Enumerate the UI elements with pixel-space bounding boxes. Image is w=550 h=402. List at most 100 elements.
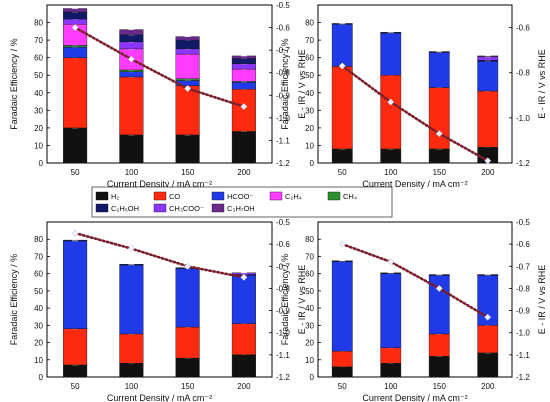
x-tick-label: 50 [71, 168, 80, 177]
potential-line [73, 231, 246, 279]
x-tick-label: 150 [433, 168, 447, 177]
x-tick-label: 200 [237, 168, 251, 177]
plot-frame [46, 221, 273, 378]
chart-panel-1: 0 10 20 30 40 50 60 70 80 -0.5 -0.6 -0.7 -0.8 -0.9 -1.… [9, 1, 307, 189]
legend-label-H2: H₂ [111, 192, 119, 201]
chart-panel-3: 0 10 20 30 40 50 60 70 80 -0.5 -0.6 -0.7 -0.8 -0.9 -1.… [9, 218, 307, 402]
legend-swatch-CH3COO- [153, 203, 167, 213]
bar-CO-100 [119, 76, 144, 136]
x-tick-label: 50 [338, 382, 347, 391]
x-tick-label: 150 [433, 382, 447, 391]
bar-C3H7OH-50 [63, 8, 88, 13]
bar-H2-200 [231, 131, 256, 164]
y-tick-label: 80 [305, 19, 314, 28]
y2-tick-label: -1.0 [516, 114, 530, 123]
y-tick-label: 40 [305, 89, 314, 98]
legend-box [91, 186, 393, 218]
y-tick-label: 30 [34, 321, 43, 330]
x-axis-label: Current Density / mA cm⁻² [107, 179, 212, 189]
y2-tick-label: -0.9 [276, 307, 290, 316]
x-tick-label: 150 [181, 168, 195, 177]
x-tick-label: 200 [237, 382, 251, 391]
y2-tick-label: -0.5 [276, 218, 290, 227]
potential-marker-200 [240, 103, 248, 111]
potential-marker-50 [71, 229, 79, 237]
bar-CO-100 [380, 347, 402, 364]
potential-marker-150 [184, 84, 192, 93]
y-tick-label: 70 [34, 252, 43, 261]
y-tick-label: 10 [34, 356, 43, 365]
x-axis-label: Current Density / mA cm⁻² [362, 179, 467, 189]
legend-label-C2H4: C₂H₄ [285, 192, 302, 201]
y-tick-label: 80 [34, 235, 43, 244]
plot-frame [317, 4, 513, 164]
legend-label-HCOO-: HCOO⁻ [227, 192, 254, 201]
y2-tick-label: -1.1 [276, 351, 290, 360]
legend-swatch-H2 [95, 191, 109, 201]
y2-tick-label: -0.9 [276, 91, 290, 100]
bar-H2-100 [380, 363, 402, 378]
bar-HCOO--200 [231, 275, 256, 324]
legend-label-C2H5OH: C₂H₅OH [111, 204, 139, 213]
bar-C3H7OH-150 [175, 36, 200, 41]
legend-swatch-C2H5OH [95, 203, 109, 213]
y2-tick-label: -1.2 [516, 159, 530, 168]
bar-CO-50 [331, 66, 353, 150]
bar-HCOO--100 [380, 32, 402, 76]
bar-HCOO--100 [380, 273, 402, 348]
y2-tick-label: -0.8 [516, 69, 530, 78]
y-tick-label: 20 [305, 124, 314, 133]
y2-tick-label: -0.8 [276, 284, 290, 293]
bar-H2-50 [63, 364, 88, 378]
bar-CO-200 [477, 325, 499, 354]
bar-C3H7OH-100 [119, 29, 144, 36]
bar-HCOO--100 [119, 264, 144, 335]
y-tick-label: 50 [305, 287, 314, 296]
y-axis-label: Faradaic Efficiency / % [280, 254, 290, 345]
bar-CO-200 [477, 90, 499, 148]
y2-tick-label: -1.2 [516, 373, 530, 382]
product-legend: H₂ CO HCOO⁻ C₂H₄ CH₄ C₂H₅OH CH₃COO⁻ C₃H₇OH [91, 186, 393, 218]
bar-CO-150 [175, 326, 200, 359]
potential-marker-200 [484, 313, 492, 321]
legend-label-CH4: CH₄ [343, 192, 357, 201]
bar-CO-50 [63, 57, 88, 129]
bar-CO-50 [63, 328, 88, 366]
legend-swatch-CO [153, 191, 167, 201]
y-axis-label: Faradaic Efficiency / % [9, 254, 19, 345]
y-tick-label: 30 [305, 321, 314, 330]
y2-tick-label: -1.2 [276, 373, 290, 382]
potential-marker-100 [127, 55, 135, 63]
plot-frame [317, 221, 513, 378]
legend-label-C3H7OH: C₃H₇OH [227, 204, 255, 213]
bar-H2-50 [63, 127, 88, 164]
y2-tick-label: -0.5 [516, 218, 530, 227]
bar-CH3COO--200 [231, 63, 256, 70]
y2-tick-label: -1.2 [276, 159, 290, 168]
bar-CO-100 [119, 333, 144, 364]
y-tick-label: 80 [305, 235, 314, 244]
bar-H2-100 [380, 148, 402, 164]
legend-label-CH3COO-: CH₃COO⁻ [169, 204, 204, 213]
bar-HCOO--50 [331, 261, 353, 352]
y-tick-label: 60 [305, 54, 314, 63]
potential-marker-150 [435, 284, 443, 292]
y2-tick-label: -0.8 [276, 69, 290, 78]
y-axis-label: Faradaic Efficiency / % [280, 38, 290, 129]
bar-H2-50 [331, 148, 353, 164]
bar-CO-50 [331, 350, 353, 367]
y2-tick-label: -0.9 [516, 307, 530, 316]
bar-CO-200 [231, 323, 256, 355]
y2-tick-label: -0.8 [516, 284, 530, 293]
chart-panels: 0 10 20 30 40 50 60 70 80 -0.5 -0.6 -0.7 -0.8 -0.9 -1.… [9, 1, 547, 402]
bar-HCOO--200 [231, 82, 256, 90]
bar-C2H4-200 [231, 68, 256, 82]
y-tick-label: 50 [34, 71, 43, 80]
y2-axis-label: E - IR / V vs RHE [297, 265, 307, 335]
y-tick-label: 20 [305, 339, 314, 348]
x-tick-label: 100 [384, 168, 398, 177]
bar-HCOO--150 [428, 52, 450, 88]
bar-C2H5OH-100 [119, 34, 144, 43]
chart-panel-2: 0 10 20 30 40 50 60 70 80 -0.6 -0.8 -1.0 -1.2 50 100 15… [280, 4, 547, 189]
